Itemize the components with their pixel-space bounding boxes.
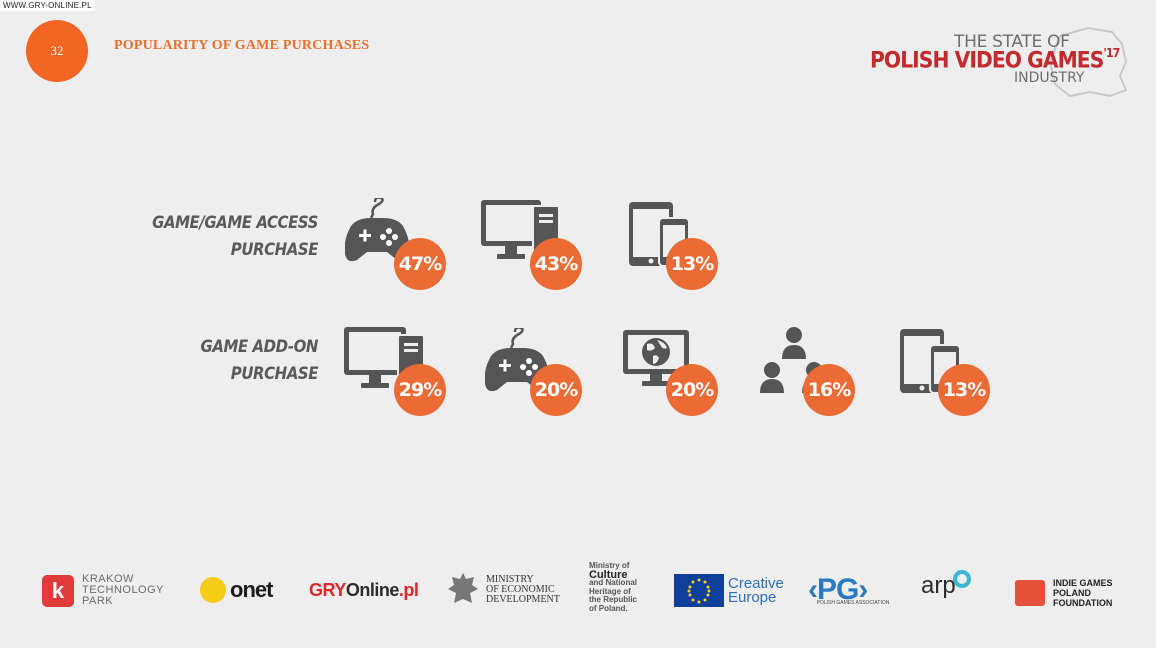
gry-part1: GRY: [309, 580, 346, 600]
igpf-line2: POLAND: [1053, 588, 1091, 598]
culture-line5: the Republic: [589, 595, 638, 604]
row-label-line2: PURCHASE: [230, 240, 319, 260]
ministry-culture-text: Ministry of Culture and National Heritag…: [589, 561, 638, 613]
mobile-devices-icon: [629, 202, 690, 267]
percentage-badge: 20%: [666, 364, 718, 416]
percentage-badge: 20%: [530, 364, 582, 416]
percentage-badge: 47%: [394, 238, 446, 290]
logo-creative-europe: Creative Europe: [674, 574, 784, 607]
stat-item-mobile: 13%: [898, 325, 1008, 425]
logo-onet: onet: [200, 577, 273, 603]
culture-line6: of Poland.: [589, 603, 628, 613]
ministry-econ-line3: DEVELOPMENT: [486, 594, 560, 605]
ktp-text: KRAKOW TECHNOLOGY PARK: [82, 574, 164, 607]
igpf-mark-icon: [1015, 580, 1045, 606]
igpf-line3: FOUNDATION: [1053, 598, 1113, 608]
ktp-line1: KRAKOW: [82, 573, 134, 585]
eu-stars-icon: [687, 578, 711, 604]
web-browser-globe-icon: [623, 330, 689, 386]
logo-ministry-culture: Ministry of Culture and National Heritag…: [589, 561, 638, 613]
pg-mark: ‹PG›: [808, 573, 868, 606]
page-number-badge: 32: [26, 20, 88, 82]
row-label-game-access: GAME/GAME ACCESS PURCHASE: [142, 210, 318, 264]
logo-krakow-technology-park: k KRAKOW TECHNOLOGY PARK: [42, 574, 164, 607]
ktp-line2: TECHNOLOGY: [82, 584, 165, 596]
gry-part3: .pl: [398, 580, 419, 600]
ktp-mark: k: [42, 574, 74, 607]
stat-item-desktop: 29%: [342, 325, 452, 425]
logo-gryonline: GRYOnline.pl: [309, 580, 419, 601]
row-label-game-addon: GAME ADD-ON PURCHASE: [142, 334, 319, 388]
ktp-line3: PARK: [82, 595, 114, 607]
arp-text: arp: [921, 572, 956, 599]
partner-logos: k KRAKOW TECHNOLOGY PARK onet GRYOnline.…: [0, 556, 1156, 628]
stat-item-gamepad: 20%: [485, 328, 595, 428]
percentage-badge: 43%: [530, 238, 582, 290]
stat-item-web: 20%: [621, 328, 731, 428]
report-brand-logo: THE STATE OF POLISH VIDEO GAMES'17 INDUS…: [860, 22, 1130, 100]
brand-line-1: THE STATE OF: [954, 32, 1070, 52]
pg-subtitle: POLISH GAMES ASSOCIATION: [816, 600, 890, 606]
arp-ring-icon: [952, 570, 971, 588]
eu-flag-icon: [674, 574, 724, 607]
gry-text: GRYOnline.pl: [309, 580, 419, 601]
stat-item-network: 16%: [756, 325, 866, 425]
culture-line2: Culture: [589, 568, 628, 581]
creative-europe-text: Creative Europe: [728, 574, 784, 606]
ce-line1: Creative: [728, 574, 784, 592]
percentage-badge: 16%: [803, 364, 855, 416]
percentage-badge: 13%: [938, 364, 990, 416]
gry-part2: Online: [345, 580, 400, 600]
stat-item-gamepad: 47%: [345, 198, 455, 298]
logo-polish-games-association: ‹PG› POLISH GAMES ASSOCIATION: [808, 570, 898, 610]
row-label-line1: GAME ADD-ON: [200, 337, 319, 357]
row-label-line2: PURCHASE: [230, 364, 319, 384]
ministry-econ-line2: OF ECONOMIC: [486, 584, 555, 595]
brand-line-2: POLISH VIDEO GAMES'17: [870, 46, 1120, 74]
percentage-badge: 13%: [666, 238, 718, 290]
slide-title: POPULARITY OF GAME PURCHASES: [114, 38, 370, 53]
igpf-line1: INDIE GAMES: [1053, 578, 1113, 588]
culture-line1: Ministry of: [589, 561, 630, 570]
percentage-badge: 29%: [394, 364, 446, 416]
ministry-econ-text: MINISTRY OF ECONOMIC DEVELOPMENT: [486, 575, 560, 605]
logo-arp: arp: [921, 570, 974, 600]
ministry-econ-line1: MINISTRY: [486, 574, 534, 585]
logo-indie-games-poland: INDIE GAMES POLAND FOUNDATION: [1015, 578, 1113, 608]
brand-line-3: INDUSTRY: [1014, 70, 1085, 86]
onet-text: onet: [230, 577, 273, 602]
brand-main: POLISH VIDEO GAMES: [870, 48, 1104, 74]
brand-year: '17: [1103, 46, 1120, 60]
watermark-text: WWW.GRY-ONLINE.PL: [0, 0, 95, 11]
page-number: 32: [50, 43, 64, 58]
polish-eagle-emblem-icon: [448, 573, 478, 603]
stat-item-mobile: 13%: [627, 198, 737, 298]
onet-dot-icon: [200, 577, 226, 603]
stat-item-desktop: 43%: [479, 198, 589, 298]
logo-ministry-economic-development: MINISTRY OF ECONOMIC DEVELOPMENT: [446, 571, 560, 609]
culture-line4: Heritage of: [589, 586, 631, 596]
culture-line3: and National: [589, 578, 638, 587]
igpf-text: INDIE GAMES POLAND FOUNDATION: [1053, 578, 1113, 608]
ce-line2: Europe: [728, 588, 777, 606]
row-label-line1: GAME/GAME ACCESS: [152, 213, 318, 233]
poland-map-outline-icon: [1048, 26, 1128, 98]
gamepad-icon: [345, 198, 410, 262]
